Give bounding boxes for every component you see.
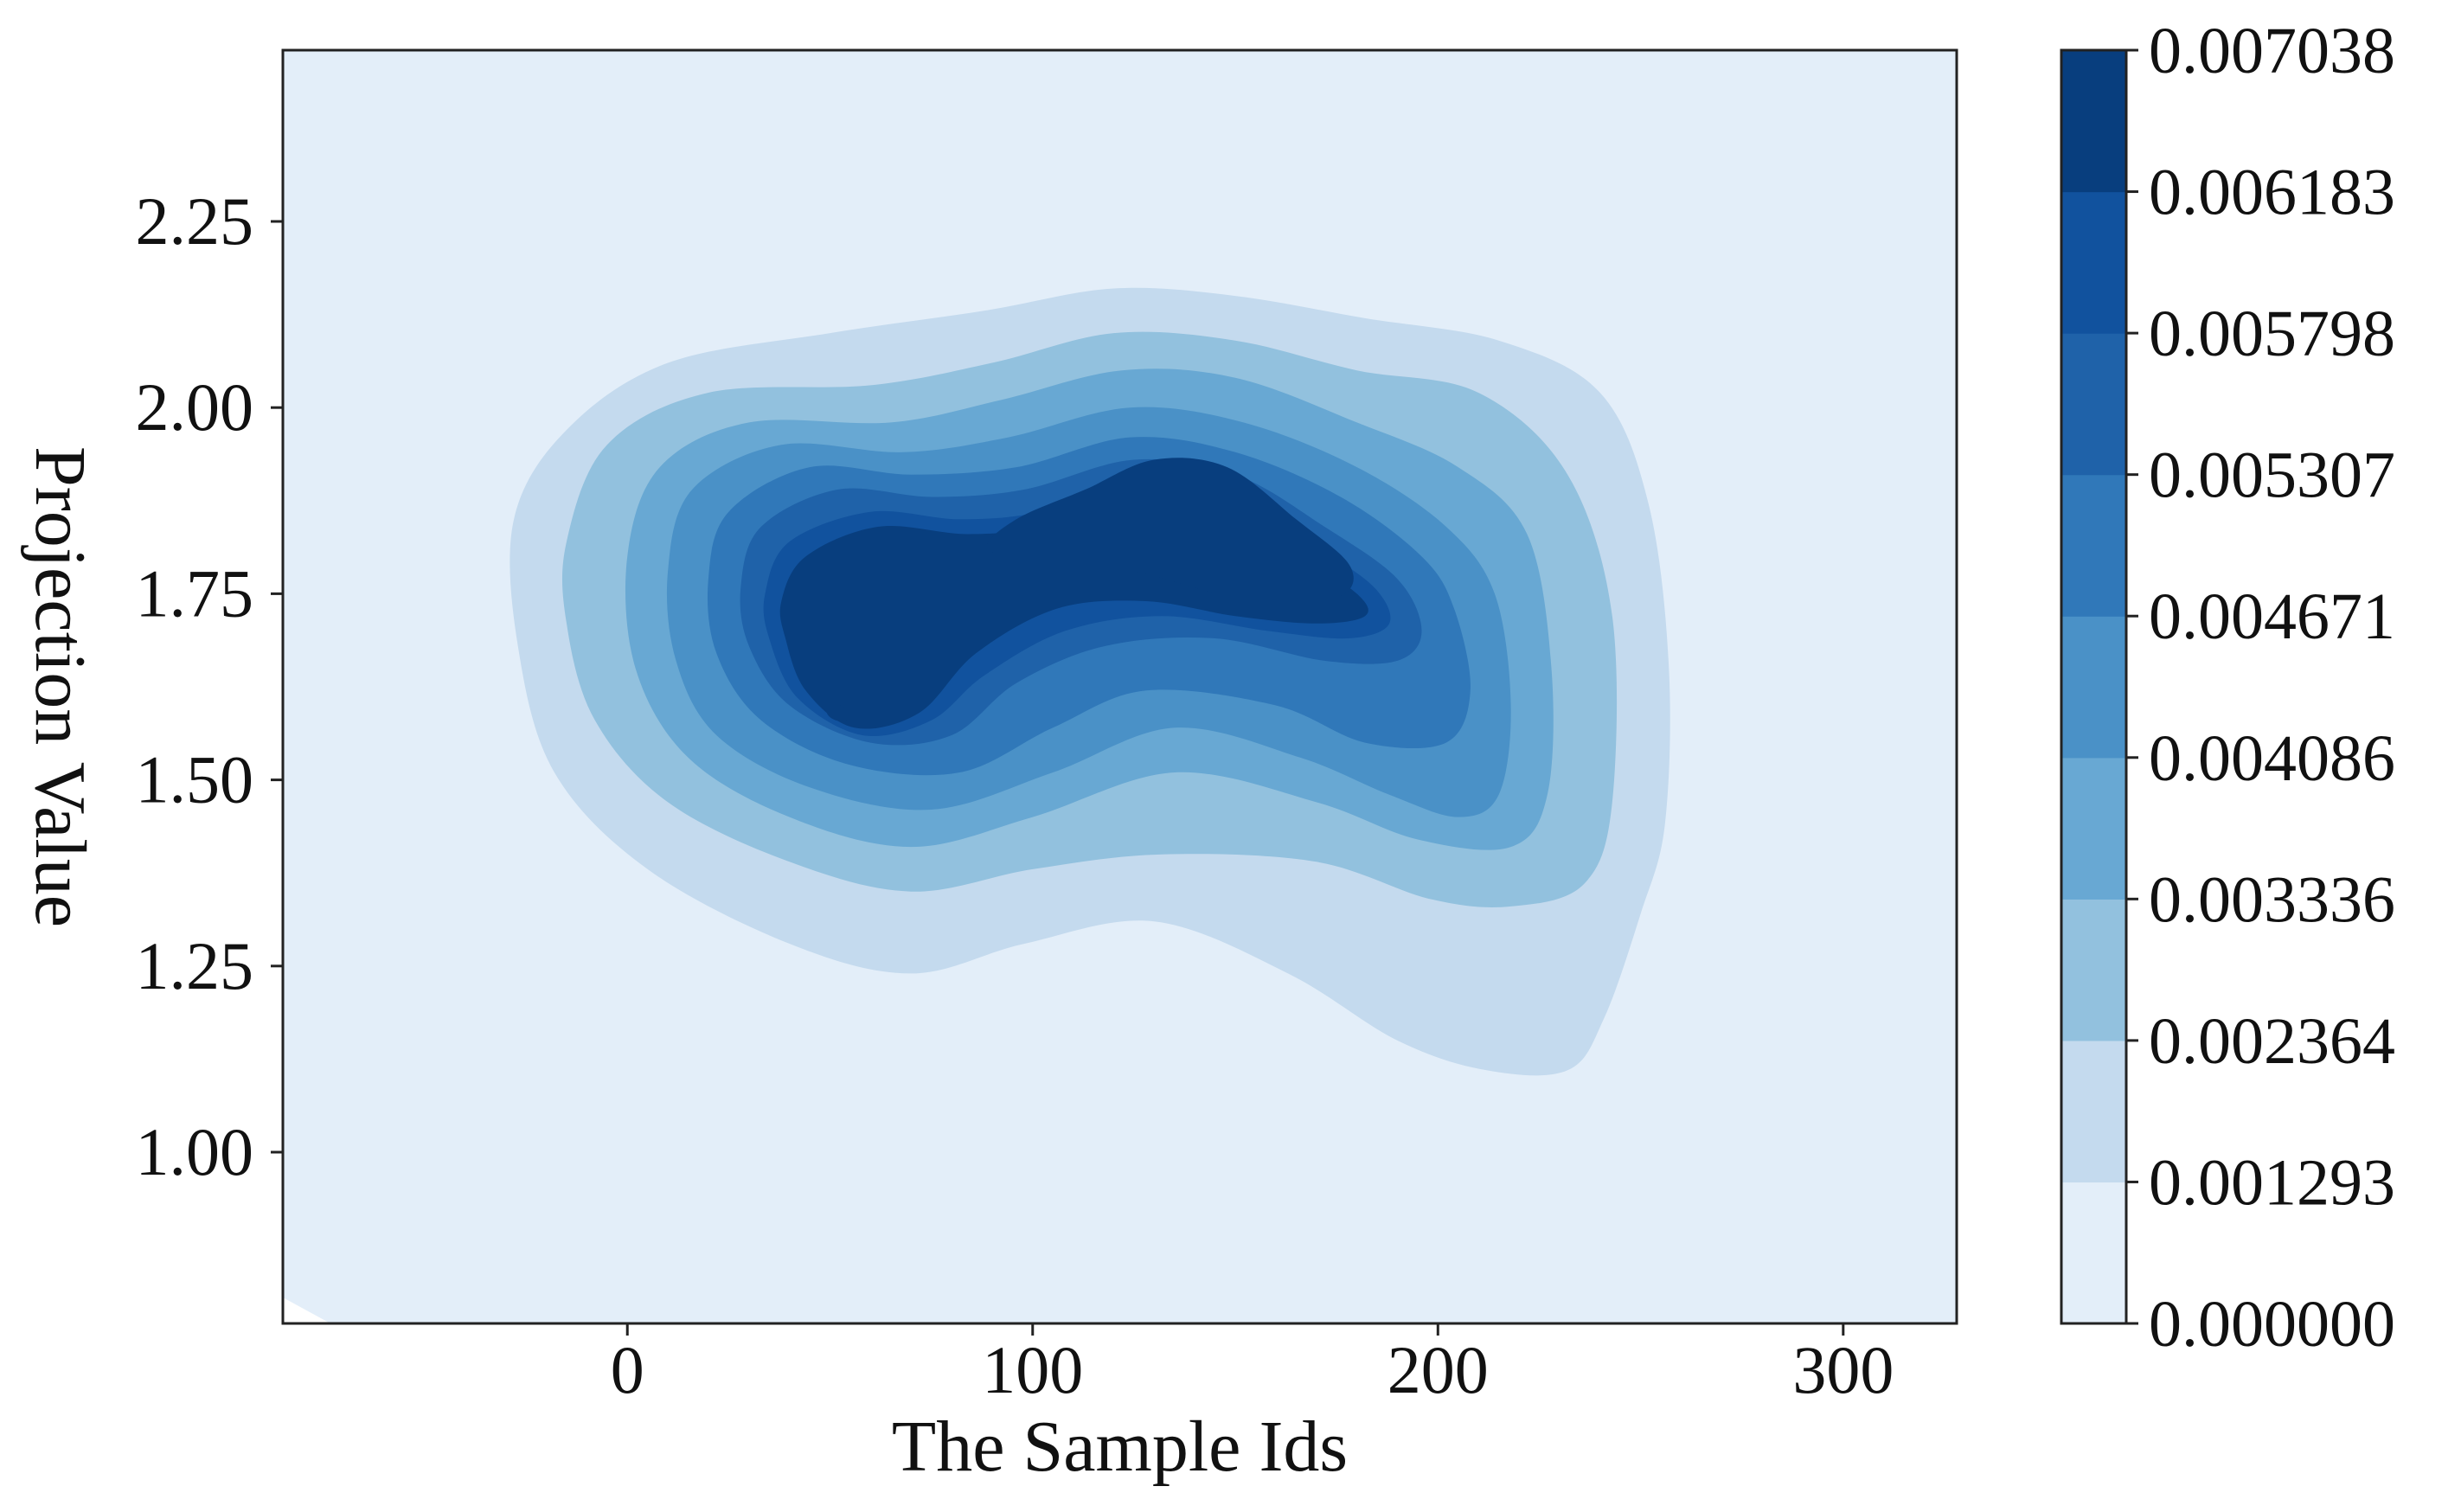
colorbar-tick-label-5: 0.004671 — [2149, 580, 2395, 653]
colorbar-tick-label-0: 0.000000 — [2149, 1288, 2395, 1361]
x-axis-label: The Sample Ids — [892, 1406, 1348, 1487]
colorbar-band-8 — [2061, 50, 2126, 193]
x-tick-label-0: 0 — [611, 1332, 644, 1407]
colorbar-band-7 — [2061, 191, 2126, 334]
colorbar-band-2 — [2061, 899, 2126, 1041]
x-tick-label-3: 300 — [1792, 1332, 1894, 1407]
colorbar-band-1 — [2061, 1040, 2126, 1183]
colorbar-tick-label-2: 0.002364 — [2149, 1005, 2395, 1078]
colorbar-band-3 — [2061, 757, 2126, 900]
y-tick-label-0: 1.00 — [136, 1114, 254, 1189]
colorbar-band-6 — [2061, 333, 2126, 476]
contour-peak-main — [987, 458, 1354, 601]
colorbar-tick-label-1: 0.001293 — [2149, 1146, 2395, 1219]
colorbar-frame — [2060, 48, 2128, 1325]
x-tick-label-1: 100 — [982, 1332, 1083, 1407]
colorbar-tick-label-6: 0.005307 — [2149, 439, 2395, 512]
x-tick-label-2: 200 — [1388, 1332, 1489, 1407]
y-axis-label: Projection Value — [20, 446, 100, 927]
colorbar-tick-label-9: 0.007038 — [2149, 15, 2395, 87]
colorbar-tick-label-8: 0.006183 — [2149, 157, 2395, 229]
colorbar-band-5 — [2061, 474, 2126, 617]
contour-peak-secondary — [826, 704, 850, 721]
density-free-corner — [283, 1297, 330, 1323]
y-tick-label-5: 2.25 — [136, 183, 254, 259]
colorbar-tick-label-7: 0.005798 — [2149, 298, 2395, 370]
plot-frame — [281, 48, 1958, 1325]
colorbar-band-0 — [2061, 1182, 2126, 1324]
colorbar-band-4 — [2061, 616, 2126, 759]
colorbar-tick-label-4: 0.004086 — [2149, 722, 2395, 795]
y-tick-label-2: 1.50 — [136, 742, 254, 817]
contour-fills — [283, 50, 1957, 1323]
y-tick-label-4: 2.00 — [136, 369, 254, 445]
y-tick-label-3: 1.75 — [136, 555, 254, 631]
colorbar-tick-label-3: 0.003336 — [2149, 863, 2395, 936]
y-tick-label-1: 1.25 — [136, 928, 254, 1003]
